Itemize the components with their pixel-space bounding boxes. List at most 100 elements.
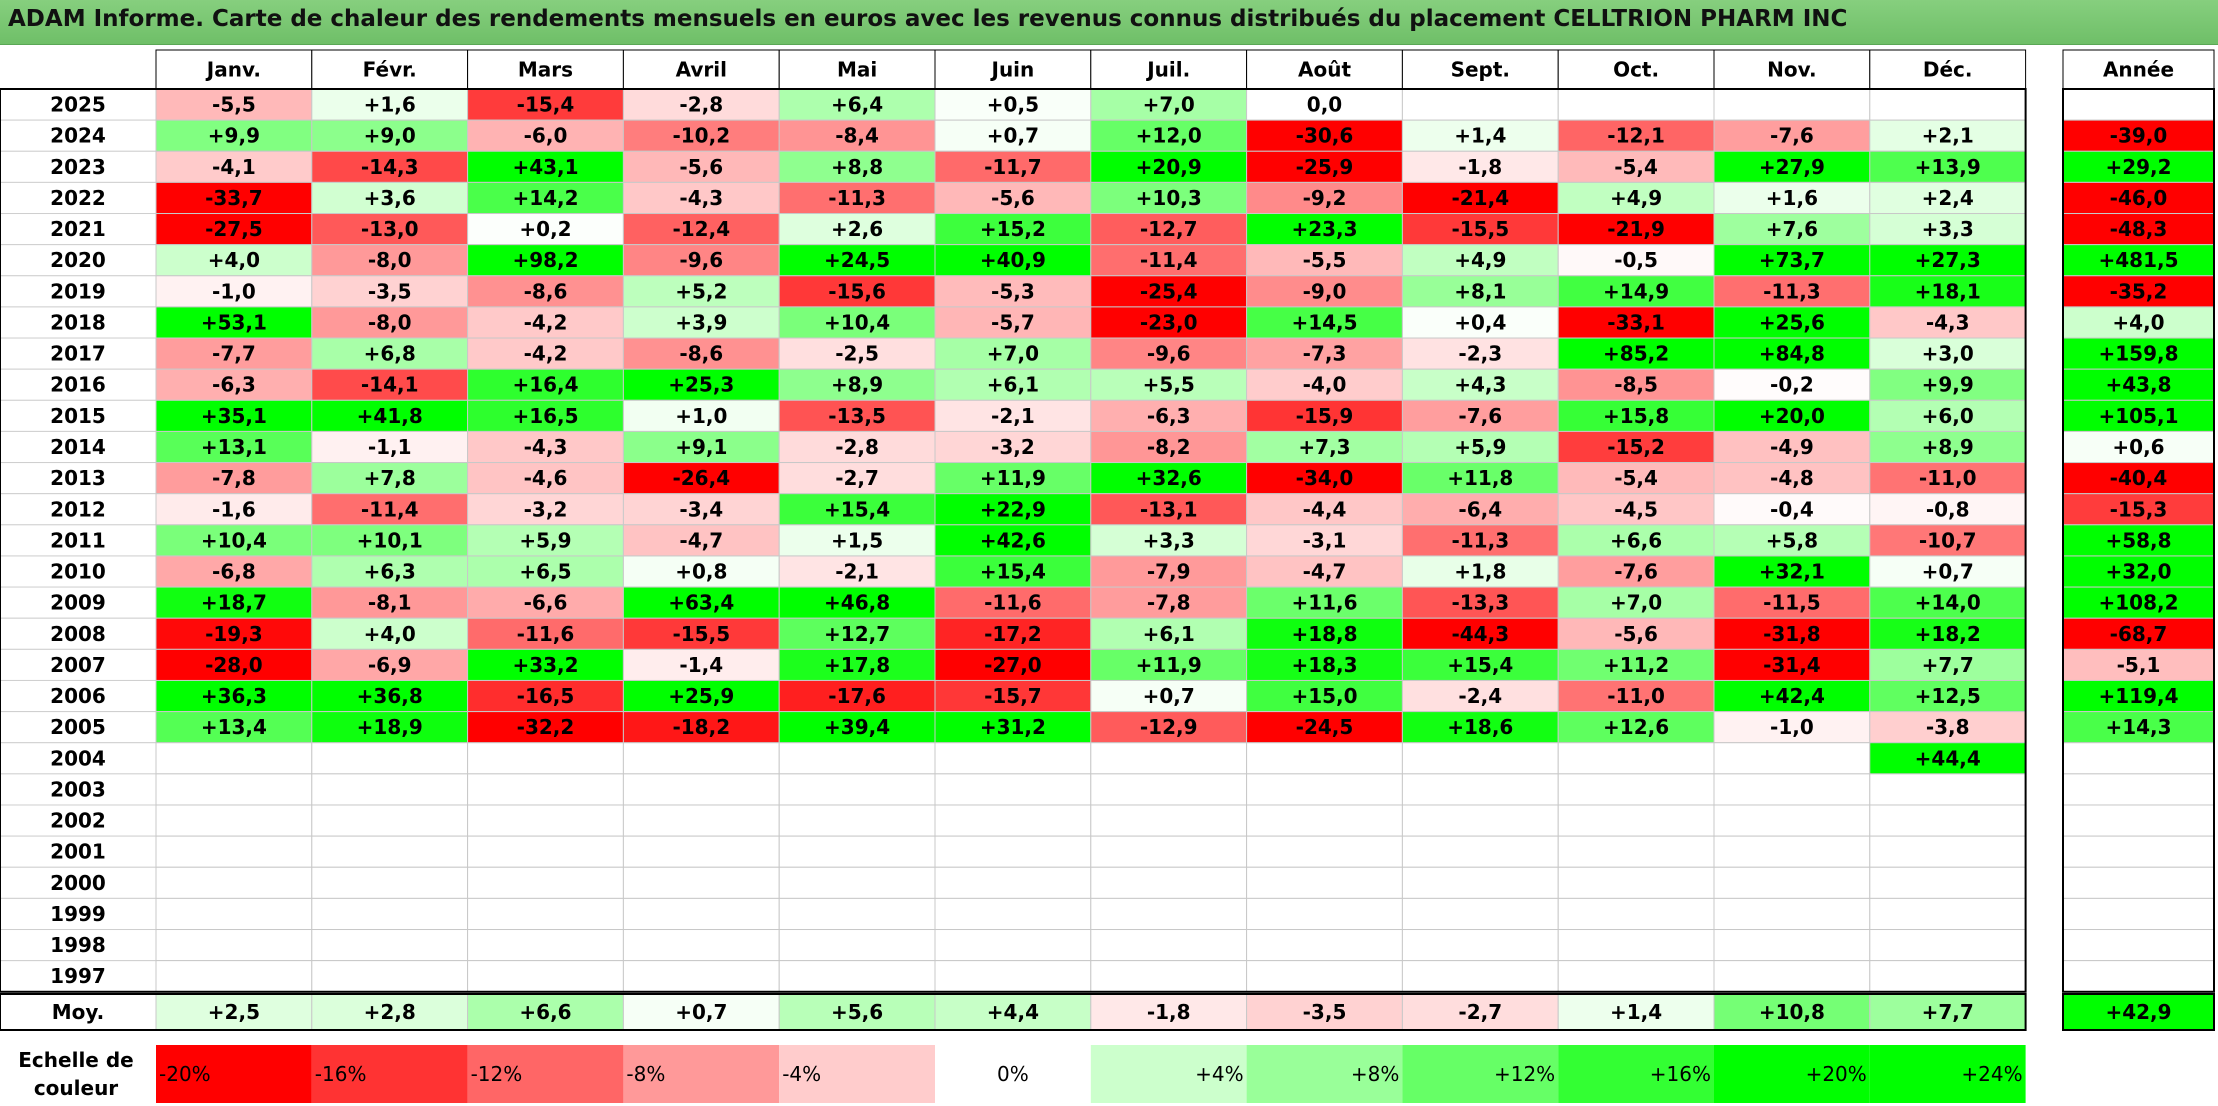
heatmap-cell (778, 773, 936, 806)
cell-value: -9,2 (1303, 186, 1347, 210)
scale-swatch (1090, 1045, 1247, 1103)
heatmap-cell (311, 399, 469, 432)
scale-label: +12% (1494, 1062, 1555, 1086)
heatmap-cell (1713, 213, 1871, 246)
annual-value: +481,5 (2098, 248, 2178, 272)
heatmap-cell (622, 524, 780, 557)
cell-value: +7,0 (1143, 93, 1195, 117)
heatmap-cell (1713, 742, 1871, 775)
heatmap-cell (778, 555, 936, 588)
scale-label: +4% (1195, 1062, 1244, 1086)
cell-value: -7,9 (1147, 560, 1191, 584)
cell-value: -4,2 (524, 310, 568, 334)
heatmap-cell (1090, 213, 1248, 246)
scale-swatch (779, 1045, 935, 1103)
heatmap-cell (1557, 742, 1715, 775)
heatmap-cell (1090, 275, 1248, 308)
heatmap-cell (778, 711, 936, 744)
annual-cell (2062, 679, 2215, 713)
heatmap-cell (311, 804, 469, 837)
year-label: 2006 (50, 684, 106, 708)
heatmap-cell (1557, 804, 1715, 837)
avg-value: -3,5 (1303, 1000, 1347, 1024)
year-label: 2003 (50, 777, 106, 801)
cell-value: -14,1 (361, 373, 419, 397)
heatmap-cell (622, 275, 780, 308)
cell-value: -7,8 (212, 466, 256, 490)
heatmap-cell (467, 555, 624, 588)
heatmap-cell (934, 960, 1092, 993)
year-label-cell (0, 711, 157, 744)
annual-value: +108,2 (2098, 591, 2178, 615)
year-label: 2018 (50, 310, 106, 334)
avg-cell (311, 993, 469, 1031)
heatmap-cell (155, 244, 313, 277)
cell-value: +36,8 (357, 684, 423, 708)
month-header-cell (155, 49, 313, 90)
avg-value: +10,8 (1759, 1000, 1825, 1024)
year-label-cell (0, 150, 157, 183)
avg-label: Moy. (52, 1000, 104, 1024)
year-label: 2021 (50, 217, 106, 241)
cell-value: +20,0 (1759, 404, 1825, 428)
cell-value: +4,9 (1454, 248, 1506, 272)
cell-value: +73,7 (1759, 248, 1825, 272)
cell-value: +18,6 (1447, 715, 1513, 739)
heatmap-cell (1401, 742, 1559, 775)
heatmap-cell (1713, 119, 1871, 152)
annual-cell (2062, 368, 2215, 401)
heatmap-cell (778, 804, 936, 837)
heatmap-cell (1090, 711, 1248, 744)
cell-value: -11,3 (1763, 279, 1821, 303)
year-label: 2025 (50, 93, 106, 117)
heatmap-cell (1246, 119, 1403, 152)
cell-value: +5,8 (1766, 528, 1818, 552)
year-label: 2002 (50, 809, 106, 833)
heatmap-cell (311, 929, 469, 962)
cell-value: -25,4 (1140, 279, 1198, 303)
cell-value: +15,8 (1603, 404, 1669, 428)
month-header-cell (1713, 49, 1871, 90)
scale-swatch (1246, 1045, 1403, 1103)
heatmap-cell (467, 213, 624, 246)
month-header-label: Oct. (1613, 58, 1659, 82)
heatmap-cell (1246, 586, 1403, 619)
heatmap-cell (311, 306, 469, 339)
scale-label: +24% (1961, 1062, 2022, 1086)
scale-swatch (623, 1045, 780, 1103)
cell-value: -6,0 (524, 124, 568, 148)
cell-value: +5,5 (1143, 373, 1195, 397)
cell-value: +5,9 (519, 528, 571, 552)
cell-value: -1,8 (1458, 155, 1502, 179)
heatmap-cell (467, 773, 624, 806)
heatmap-cell (1090, 586, 1248, 619)
heatmap-cell (155, 742, 313, 775)
year-label: 2020 (50, 248, 106, 272)
heatmap-cell (1557, 773, 1715, 806)
cell-value: -8,0 (368, 248, 412, 272)
month-header-label: Sept. (1451, 58, 1510, 82)
scale-label: +8% (1351, 1062, 1400, 1086)
heatmap-cell (1713, 773, 1871, 806)
heatmap-cell (1246, 368, 1403, 401)
heatmap-cell (1401, 835, 1559, 868)
cell-value: -4,3 (679, 186, 723, 210)
scale-swatch (1714, 1045, 1870, 1103)
heatmap-cell (1090, 773, 1248, 806)
cell-value: -4,9 (1770, 435, 1814, 459)
cell-value: -3,1 (1303, 528, 1347, 552)
heatmap-cell (311, 213, 469, 246)
heatmap-cell (1246, 430, 1403, 464)
cell-value: +3,6 (364, 186, 416, 210)
heatmap-cell (155, 493, 313, 526)
cell-value: +15,4 (980, 560, 1046, 584)
cell-value: -21,4 (1451, 186, 1509, 210)
cell-value: +1,5 (831, 528, 883, 552)
cell-value: -8,0 (368, 310, 412, 334)
heatmap-cell (1401, 617, 1559, 650)
month-header-label: Déc. (1923, 58, 1973, 82)
year-label: 2011 (50, 528, 106, 552)
heatmap-cell (311, 835, 469, 868)
heatmap-cell (311, 337, 469, 370)
heatmap-cell (1869, 399, 2027, 432)
